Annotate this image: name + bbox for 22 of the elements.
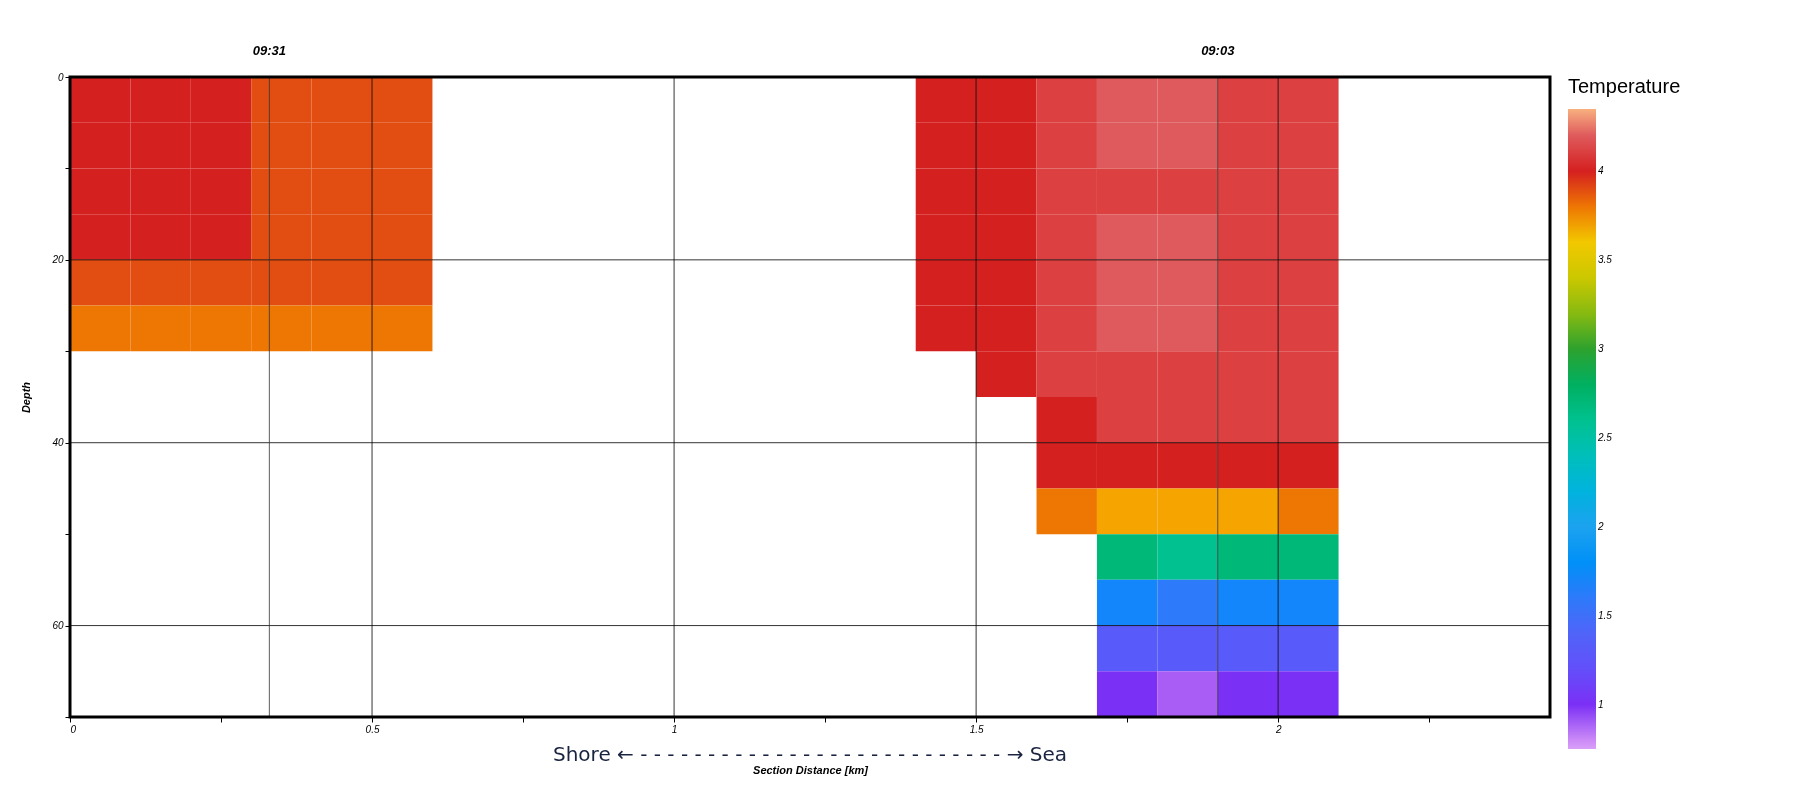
color-bar-label: 3.5 (1598, 254, 1613, 266)
x-tick-label: 1.5 (969, 723, 985, 735)
x-tick-label: 0.5 (365, 723, 380, 735)
text: 09:31 (252, 43, 286, 58)
x-tick-label: 1 (671, 723, 678, 735)
color-bar-label: 4 (1598, 165, 1604, 177)
color-bar-label: 1 (1598, 698, 1604, 710)
text: Shore ← - - - - - - - - - - - - - - - - - - - - - - - - - - - → Sea (552, 742, 1068, 766)
y-tick-label: 40 (52, 437, 64, 449)
y-axis-title: Depth (20, 381, 33, 414)
color-bar-label: 2 (1597, 520, 1604, 532)
x-tick-label: 0 (70, 723, 77, 735)
x-axis-title: Section Distance [km] (753, 763, 869, 776)
color-bar-title: Temperature (1568, 75, 1681, 97)
y-tick-label: 0 (57, 71, 64, 83)
color-bar-label: 3 (1598, 343, 1604, 354)
color-bar-label: 2.5 (1597, 431, 1613, 443)
x-tick-label: 2 (1274, 723, 1282, 735)
text: 09:03 (1201, 43, 1236, 58)
color-bar-label: 1.5 (1598, 609, 1613, 621)
y-tick-label: 20 (51, 254, 64, 266)
y-tick-label: 60 (52, 620, 64, 632)
